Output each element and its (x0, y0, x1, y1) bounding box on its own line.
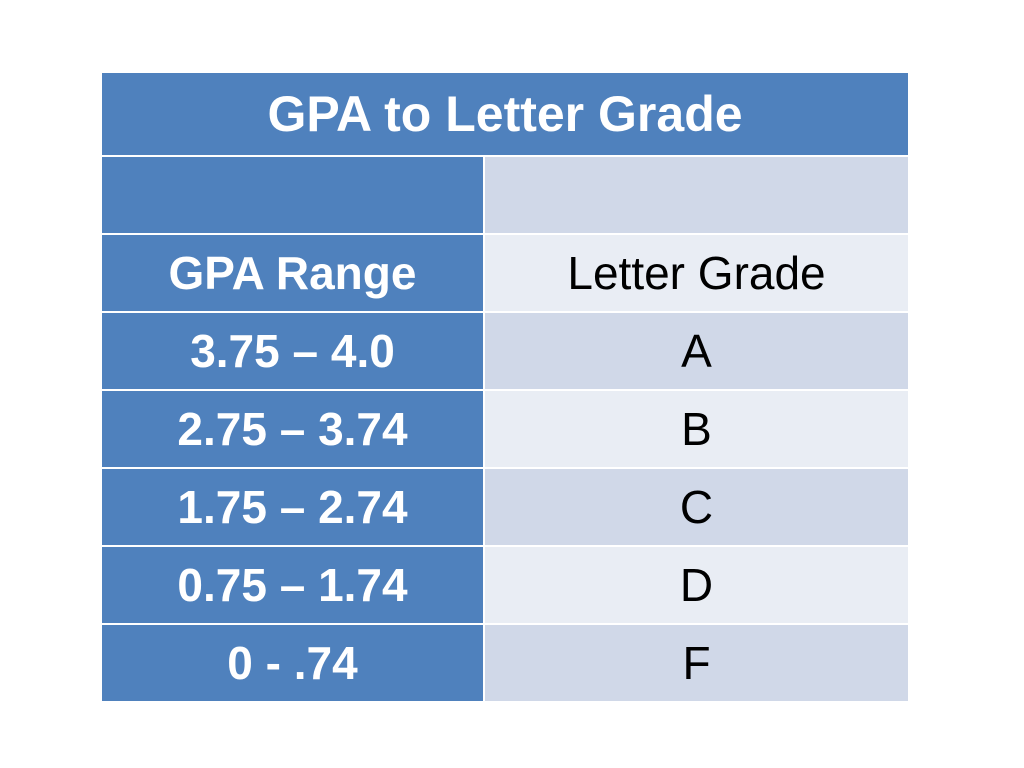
gpa-range-cell: 0.75 – 1.74 (100, 545, 485, 625)
letter-grade-cell: F (482, 623, 911, 703)
table-row: 1.75 – 2.74 C (100, 467, 911, 547)
gpa-letter-grade-table: GPA to Letter Grade GPA Range Letter Gra… (99, 71, 911, 703)
header-gpa-range: GPA Range (100, 233, 485, 313)
blank-cell-right (482, 155, 911, 235)
gpa-range-cell: 0 - .74 (100, 623, 485, 703)
letter-grade-cell: B (482, 389, 911, 469)
table-row: 0.75 – 1.74 D (100, 545, 911, 625)
table-blank-row (100, 155, 911, 235)
header-letter-grade: Letter Grade (482, 233, 911, 313)
table-header-row: GPA Range Letter Grade (100, 233, 911, 313)
table-title-row: GPA to Letter Grade (99, 71, 911, 157)
letter-grade-cell: C (482, 467, 911, 547)
gpa-range-cell: 1.75 – 2.74 (100, 467, 485, 547)
letter-grade-cell: D (482, 545, 911, 625)
table-row: 2.75 – 3.74 B (100, 389, 911, 469)
blank-cell-left (100, 155, 485, 235)
gpa-range-cell: 2.75 – 3.74 (100, 389, 485, 469)
table-row: 3.75 – 4.0 A (100, 311, 911, 391)
gpa-range-cell: 3.75 – 4.0 (100, 311, 485, 391)
table-title: GPA to Letter Grade (99, 71, 911, 157)
letter-grade-cell: A (482, 311, 911, 391)
table-row: 0 - .74 F (100, 623, 911, 703)
